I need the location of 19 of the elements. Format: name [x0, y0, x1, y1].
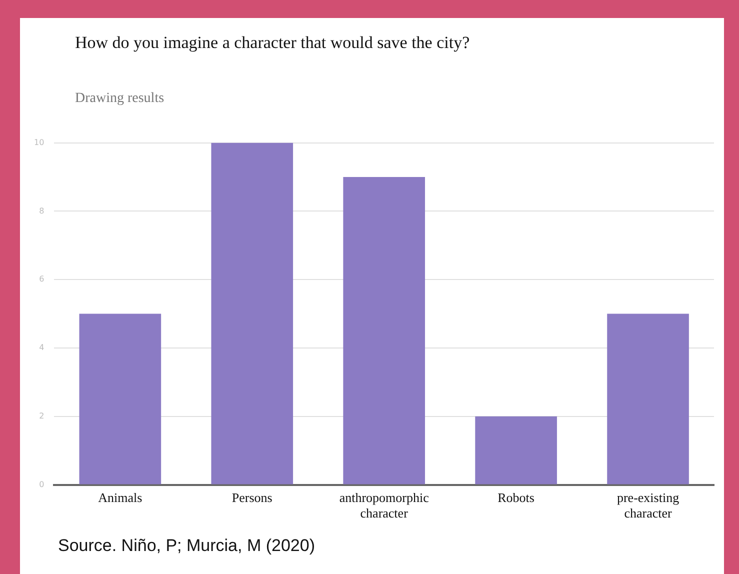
x-tick-label: Animals	[98, 490, 142, 506]
x-tick-label: Robots	[498, 490, 534, 506]
y-tick-label: 6	[39, 274, 44, 284]
x-tick-label: Persons	[232, 490, 272, 506]
bar	[475, 416, 557, 484]
bar	[211, 142, 294, 484]
bar	[79, 314, 162, 484]
y-tick-label: 4	[39, 343, 44, 352]
chart-title: How do you imagine a character that would save the city?	[75, 33, 470, 53]
bar	[607, 314, 689, 484]
y-tick-label: 10	[34, 138, 44, 147]
bar	[343, 177, 425, 484]
y-tick-label: 8	[39, 206, 44, 216]
y-tick-label: 0	[39, 480, 44, 489]
source-note: Source. Niño, P; Murcia, M (2020)	[58, 536, 315, 556]
x-tick-label: pre-existing character	[616, 490, 680, 521]
x-tick-label: anthropomorphic character	[339, 490, 430, 521]
chart-subtitle: Drawing results	[75, 91, 164, 107]
y-tick-label: 2	[39, 411, 44, 420]
